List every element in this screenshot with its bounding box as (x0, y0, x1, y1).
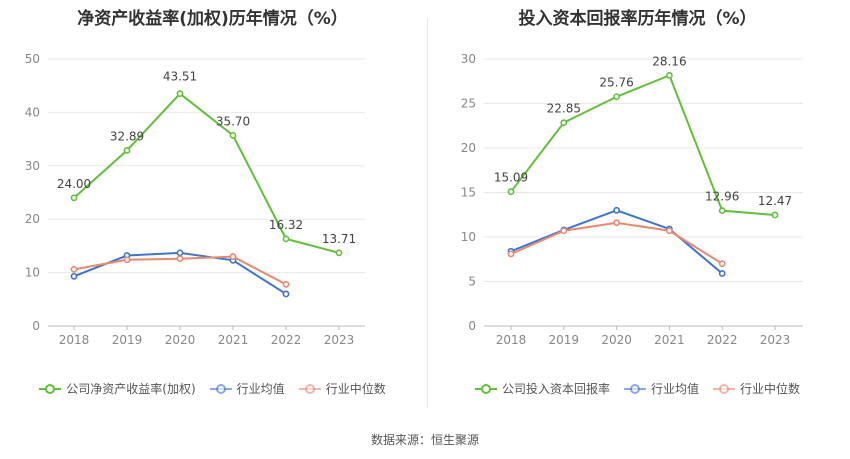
roe-chart-panel: 净资产收益率(加权)历年情况（%） 0 10 20 30 40 50 2018 2019 202… (0, 0, 425, 410)
data-point (718, 207, 726, 215)
data-label: 12.47 (758, 194, 792, 208)
data-point (771, 211, 779, 219)
legend-swatch-icon (209, 383, 232, 395)
legend-label: 行业均值 (650, 382, 699, 396)
data-point (176, 249, 184, 257)
data-point (123, 146, 131, 154)
legend-item[interactable]: 行业中位数 (298, 380, 386, 397)
data-point (718, 270, 726, 277)
legend-item[interactable]: 行业中位数 (713, 380, 800, 397)
legend-label: 公司净资产收益率(加权) (66, 382, 196, 396)
y-tick-label: 25 (461, 97, 476, 111)
chart-title: 净资产收益率(加权)历年情况（%） (77, 9, 348, 29)
x-tick-label: 2018 (496, 333, 527, 347)
data-source-note: 数据来源：恒生聚源 (370, 433, 479, 447)
data-label: 16.32 (269, 218, 303, 232)
data-point (176, 255, 184, 263)
data-label: 13.71 (322, 232, 356, 246)
data-point (613, 93, 620, 101)
roic-chart-panel: 投入资本回报率历年情况（%） 0 5 10 15 20 25 30 2018 2019 2020 2… (425, 0, 850, 410)
data-point (70, 265, 78, 273)
data-point (229, 131, 237, 139)
x-tick-label: 2022 (707, 333, 738, 347)
y-tick-label: 30 (461, 52, 476, 66)
legend-item[interactable]: 行业均值 (209, 380, 285, 397)
data-label: 24.00 (57, 177, 91, 191)
chart-legend: 公司净资产收益率(加权) 行业均值 行业中位数 (0, 380, 425, 397)
data-label: 15.09 (494, 171, 528, 185)
x-tick-label: 2018 (59, 333, 90, 347)
data-label: 22.85 (547, 102, 581, 116)
roic-chart-svg: 0 5 10 15 20 25 30 2018 2019 2020 2021 2022 2023 15.0… (461, 52, 803, 347)
legend-swatch-icon (623, 383, 646, 395)
data-label: 32.89 (110, 129, 144, 143)
data-point (176, 90, 184, 98)
legend-label: 公司投入资本回报率 (501, 382, 610, 396)
x-tick-label: 2021 (218, 333, 249, 347)
data-point (560, 227, 568, 235)
series-line (73, 92, 340, 254)
y-tick-label: 20 (25, 212, 40, 226)
x-tick-label: 2023 (760, 333, 791, 347)
legend-swatch-icon (39, 383, 62, 395)
data-point (665, 71, 673, 79)
legend-swatch-icon (713, 383, 735, 395)
chart-title: 投入资本回报率历年情况（%） (518, 9, 757, 29)
x-tick-label: 2019 (112, 333, 143, 347)
data-point (665, 227, 673, 235)
y-tick-label: 20 (461, 141, 476, 155)
data-point (560, 119, 568, 127)
x-tick-label: 2021 (654, 333, 685, 347)
y-tick-label: 0 (468, 319, 476, 333)
data-point (613, 206, 620, 214)
data-point (507, 188, 515, 196)
y-tick-label: 10 (461, 230, 476, 244)
data-label: 25.76 (599, 76, 633, 90)
data-label: 43.51 (163, 70, 197, 84)
legend-item[interactable]: 公司投入资本回报率 (474, 380, 610, 397)
x-tick-label: 2019 (549, 333, 580, 347)
data-point (282, 280, 290, 288)
legend-item[interactable]: 公司净资产收益率(加权) (39, 380, 196, 397)
data-point (123, 256, 131, 264)
data-point (282, 290, 290, 298)
y-tick-label: 40 (25, 105, 40, 119)
chart-legend: 公司投入资本回报率 行业均值 行业中位数 (425, 380, 850, 397)
y-tick-label: 30 (25, 159, 40, 173)
legend-label: 行业均值 (236, 382, 285, 396)
panel-divider (427, 18, 428, 408)
y-tick-label: 5 (468, 275, 476, 289)
data-label: 12.96 (705, 190, 739, 204)
y-tick-label: 10 (25, 266, 40, 280)
data-point (70, 272, 78, 280)
series-line (510, 74, 776, 217)
x-tick-label: 2020 (601, 333, 632, 347)
x-tick-label: 2023 (324, 333, 355, 347)
data-label: 28.16 (652, 54, 686, 68)
data-point (282, 235, 290, 243)
data-point (718, 260, 726, 268)
data-point (613, 219, 620, 227)
legend-swatch-icon (474, 383, 497, 395)
y-tick-label: 15 (461, 186, 476, 200)
data-point (335, 249, 343, 257)
y-tick-label: 0 (32, 319, 40, 333)
data-point (229, 253, 237, 260)
legend-swatch-icon (298, 383, 321, 395)
x-tick-label: 2020 (165, 333, 196, 347)
data-point (507, 250, 515, 258)
y-tick-label: 50 (25, 52, 40, 66)
data-point (70, 194, 78, 202)
x-tick-label: 2022 (271, 333, 302, 347)
roe-chart-svg: 0 10 20 30 40 50 2018 2019 2020 2021 2022 2023 24.00… (25, 52, 365, 347)
series-line (510, 221, 723, 265)
data-label: 35.70 (216, 114, 250, 128)
legend-item[interactable]: 行业均值 (623, 380, 699, 397)
legend-label: 行业中位数 (325, 382, 386, 396)
legend-label: 行业中位数 (740, 382, 801, 396)
